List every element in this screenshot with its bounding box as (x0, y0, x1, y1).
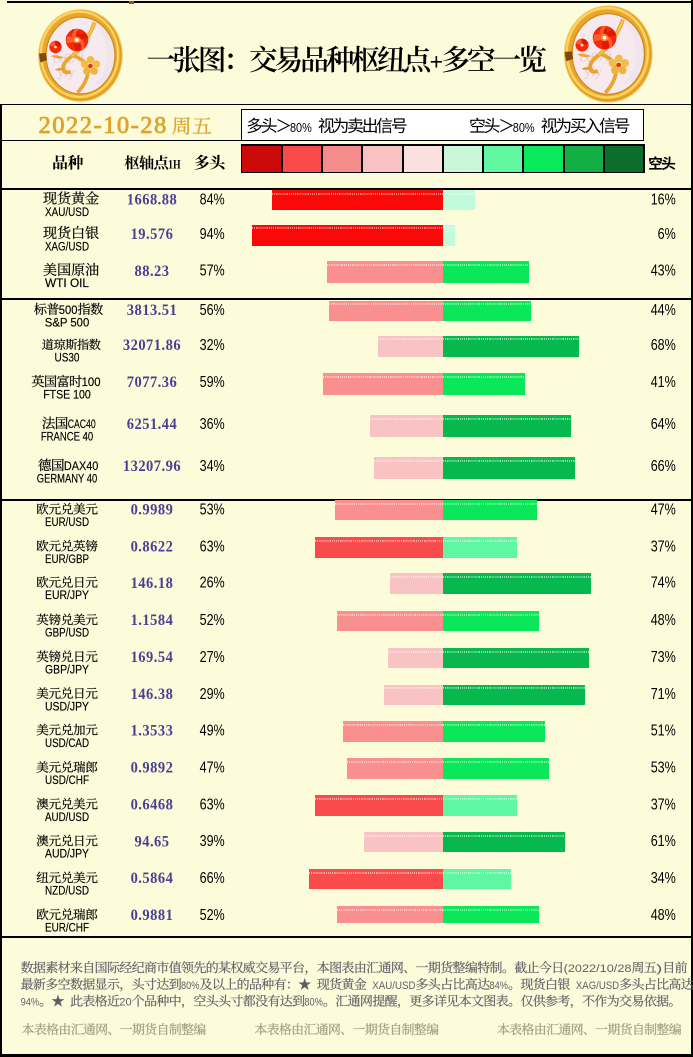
svg-text:94%: 94% (21, 997, 40, 1009)
svg-text:USD/CHF: USD/CHF (45, 774, 89, 788)
svg-text:59%: 59% (200, 373, 225, 390)
svg-text:41%: 41% (651, 373, 676, 390)
svg-text:26%: 26% (200, 573, 225, 590)
svg-text:GBP/USD: GBP/USD (45, 626, 89, 640)
svg-text:47%: 47% (200, 758, 225, 775)
svg-text:6%: 6% (658, 225, 676, 242)
svg-text:6251.44: 6251.44 (127, 415, 178, 433)
svg-text:0.9881: 0.9881 (131, 906, 174, 924)
svg-text:EUR/USD: EUR/USD (45, 515, 89, 529)
svg-text:68%: 68% (651, 336, 676, 353)
svg-text:XAU/USD: XAU/USD (372, 980, 415, 992)
svg-text:EUR/GBP: EUR/GBP (45, 552, 89, 566)
svg-text:1668.88: 1668.88 (127, 191, 178, 209)
svg-text:49%: 49% (200, 721, 225, 738)
svg-text:146.18: 146.18 (131, 574, 174, 592)
svg-text:32%: 32% (200, 336, 225, 353)
svg-text:7077.36: 7077.36 (127, 374, 178, 392)
svg-text:34%: 34% (200, 457, 225, 474)
svg-text:146.38: 146.38 (131, 685, 174, 703)
svg-text:USD/CAD: USD/CAD (45, 736, 89, 750)
svg-text:94.65: 94.65 (134, 833, 169, 851)
svg-text:WTI OIL: WTI OIL (45, 277, 90, 291)
svg-text:52%: 52% (200, 611, 225, 628)
svg-text:29%: 29% (200, 685, 225, 702)
svg-text:66%: 66% (200, 869, 225, 886)
svg-text:GBP/JPY: GBP/JPY (45, 663, 89, 677)
svg-text:56%: 56% (200, 301, 225, 318)
svg-text:37%: 37% (651, 795, 676, 812)
svg-text:53%: 53% (200, 500, 225, 517)
svg-text:32071.86: 32071.86 (123, 336, 181, 354)
svg-text:+: + (430, 49, 443, 75)
svg-text:1.1584: 1.1584 (131, 612, 174, 630)
svg-text:EUR/CHF: EUR/CHF (45, 921, 89, 935)
svg-text:52%: 52% (200, 906, 225, 923)
svg-text:16%: 16% (651, 190, 676, 207)
svg-text:EUR/JPY: EUR/JPY (45, 589, 89, 603)
svg-text:3813.51: 3813.51 (127, 301, 178, 319)
svg-text:80%: 80% (304, 997, 323, 1009)
svg-text:48%: 48% (651, 611, 676, 628)
svg-text:500: 500 (59, 305, 78, 317)
svg-text:100: 100 (82, 377, 101, 389)
svg-text:XAG/USD: XAG/USD (576, 980, 619, 992)
svg-text:48%: 48% (651, 906, 676, 923)
svg-text:GERMANY 40: GERMANY 40 (37, 472, 98, 486)
svg-text:1H: 1H (168, 156, 181, 171)
svg-text:94%: 94% (200, 225, 225, 242)
svg-text:80%: 80% (290, 120, 312, 135)
svg-text:80%: 80% (181, 980, 200, 992)
svg-text:66%: 66% (651, 457, 676, 474)
svg-text:64%: 64% (651, 415, 676, 432)
svg-text:36%: 36% (200, 415, 225, 432)
svg-text:43%: 43% (651, 261, 676, 278)
svg-text:1.3533: 1.3533 (131, 722, 174, 740)
svg-text:XAU/USD: XAU/USD (45, 205, 89, 219)
svg-text:NZD/USD: NZD/USD (45, 884, 89, 898)
svg-text:53%: 53% (651, 758, 676, 775)
svg-text:): ) (656, 963, 662, 975)
svg-text:0.9989: 0.9989 (131, 501, 174, 519)
svg-text:61%: 61% (651, 832, 676, 849)
svg-text:74%: 74% (651, 573, 676, 590)
svg-text:51%: 51% (651, 721, 676, 738)
svg-text:63%: 63% (200, 795, 225, 812)
svg-text:DAX40: DAX40 (64, 461, 98, 473)
svg-text:88.23: 88.23 (134, 262, 169, 280)
svg-text:39%: 39% (200, 832, 225, 849)
svg-text:XAG/USD: XAG/USD (45, 240, 89, 254)
svg-text:44%: 44% (651, 301, 676, 318)
svg-text:37%: 37% (651, 537, 676, 554)
svg-text:71%: 71% (651, 685, 676, 702)
svg-text:FRANCE 40: FRANCE 40 (41, 430, 94, 444)
svg-text:47%: 47% (651, 500, 676, 517)
svg-text:19.576: 19.576 (131, 225, 174, 243)
svg-text:0.6468: 0.6468 (131, 796, 174, 814)
svg-text:20: 20 (119, 997, 131, 1009)
svg-text:AUD/JPY: AUD/JPY (45, 847, 89, 861)
svg-text:80%: 80% (513, 120, 535, 135)
svg-text:84%: 84% (200, 190, 225, 207)
svg-text:USD/JPY: USD/JPY (45, 700, 89, 714)
svg-text:34%: 34% (651, 869, 676, 886)
svg-text:S&P 500: S&P 500 (45, 316, 90, 330)
svg-text:13207.96: 13207.96 (123, 457, 181, 475)
svg-text:57%: 57% (200, 261, 225, 278)
svg-text:27%: 27% (200, 648, 225, 665)
svg-text:0.8622: 0.8622 (131, 538, 174, 556)
svg-text:AUD/USD: AUD/USD (45, 810, 89, 824)
svg-text:2022-10-28: 2022-10-28 (39, 112, 168, 139)
svg-text:FTSE 100: FTSE 100 (43, 388, 91, 402)
svg-text:CAC40: CAC40 (68, 419, 96, 431)
svg-text:84%: 84% (490, 980, 509, 992)
svg-text:0.9892: 0.9892 (131, 759, 174, 777)
svg-text:US30: US30 (55, 351, 80, 365)
svg-text:169.54: 169.54 (131, 648, 174, 666)
svg-text:63%: 63% (200, 537, 225, 554)
svg-text:73%: 73% (651, 648, 676, 665)
svg-text:(2022/10/28: (2022/10/28 (564, 963, 632, 975)
svg-text:0.5864: 0.5864 (131, 870, 174, 888)
